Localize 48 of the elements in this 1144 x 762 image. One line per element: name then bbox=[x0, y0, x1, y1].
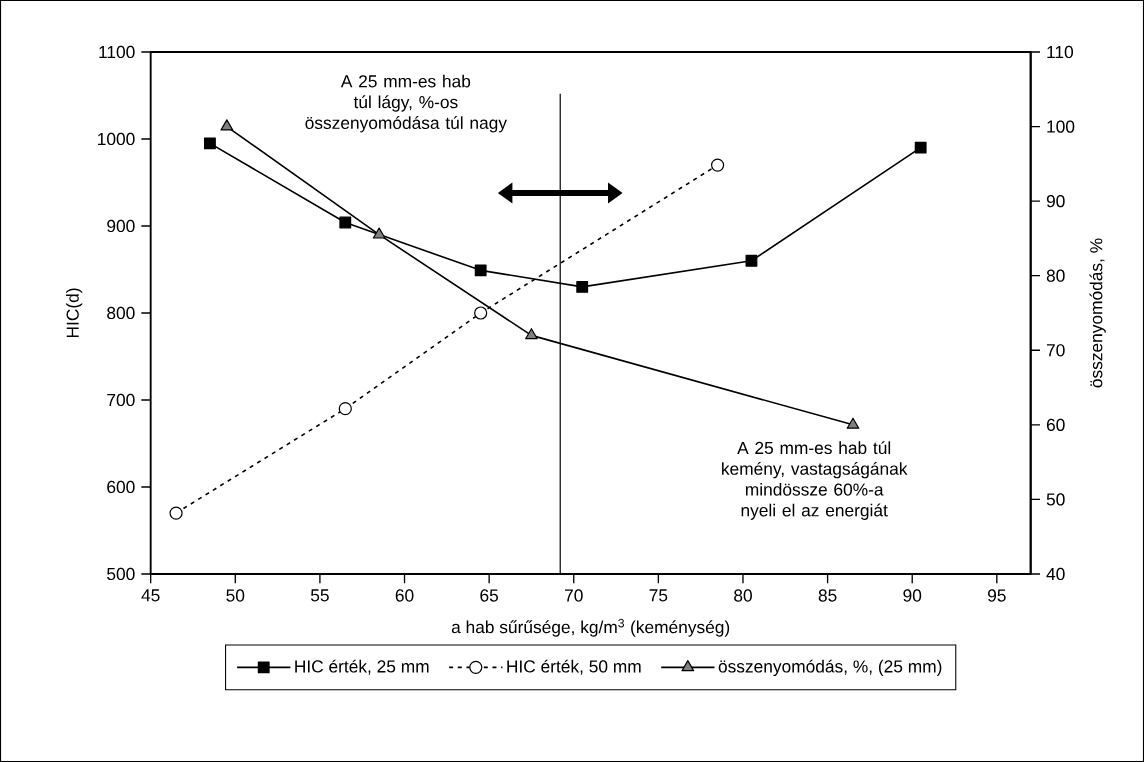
x-tick-label: 60 bbox=[395, 589, 414, 602]
x-tick-label: 50 bbox=[226, 589, 245, 602]
y2-tick-label: 40 bbox=[1046, 567, 1065, 581]
y-tick-label: 600 bbox=[107, 480, 135, 494]
point bbox=[474, 264, 487, 277]
y-tick-label: 500 bbox=[107, 567, 135, 581]
point bbox=[846, 417, 860, 429]
y2-tick-label: 80 bbox=[1046, 269, 1065, 282]
point bbox=[474, 306, 488, 320]
annotation: A 25 mm-es hab túl lágy, %-os összenyomódása túl nagy bbox=[305, 74, 507, 133]
point bbox=[711, 158, 725, 172]
x-tick-label: 95 bbox=[988, 589, 1006, 602]
x-tick-label: 90 bbox=[903, 589, 922, 602]
point bbox=[745, 254, 758, 267]
x-axis-title: a hab sűrűsége, kg/m$^{3}$ (keménység) bbox=[451, 618, 730, 637]
x-tick-label: 70 bbox=[565, 589, 583, 602]
x-tick-label: 45 bbox=[141, 589, 160, 602]
point bbox=[914, 141, 927, 154]
y-axis-title: HIC(d) bbox=[66, 288, 83, 338]
point bbox=[525, 328, 538, 340]
y2-tick-label: 50 bbox=[1046, 493, 1065, 506]
point bbox=[372, 227, 386, 239]
point bbox=[220, 119, 234, 131]
y-tick-label: 1100 bbox=[99, 45, 135, 59]
x-tick-label: 65 bbox=[480, 589, 499, 602]
y2-tick-label: 90 bbox=[1046, 194, 1065, 208]
y2-tick-label: 60 bbox=[1046, 418, 1065, 431]
point bbox=[576, 280, 589, 293]
y2-tick-label: 110 bbox=[1047, 45, 1074, 59]
y2-axis-title: összenyomódás, % bbox=[1089, 238, 1106, 388]
point bbox=[169, 506, 183, 520]
point bbox=[203, 137, 216, 150]
point bbox=[339, 216, 352, 229]
annotation: A 25 mm-es hab túl kemény, vastagságának mindössze 60%-a nyeli el az energiát bbox=[722, 441, 908, 520]
y-tick-label: 1000 bbox=[98, 132, 135, 146]
point bbox=[338, 402, 352, 416]
y-tick-label: 900 bbox=[107, 219, 135, 233]
x-tick-label: 75 bbox=[649, 589, 668, 602]
y2-tick-label: 70 bbox=[1046, 344, 1065, 357]
x-tick-label: 80 bbox=[734, 589, 752, 602]
legend-label: HIC érték, 25 mm bbox=[295, 659, 429, 675]
legend-label: HIC érték, 50 mm bbox=[507, 659, 641, 675]
y-tick-label: 800 bbox=[107, 306, 135, 320]
x-tick-label: 85 bbox=[818, 589, 837, 602]
legend-label: összenyomódás, %, (25 mm) bbox=[718, 659, 942, 677]
y-tick-label: 700 bbox=[107, 393, 135, 407]
y2-tick-label: 100 bbox=[1047, 120, 1075, 133]
x-tick-label: 55 bbox=[310, 589, 329, 602]
